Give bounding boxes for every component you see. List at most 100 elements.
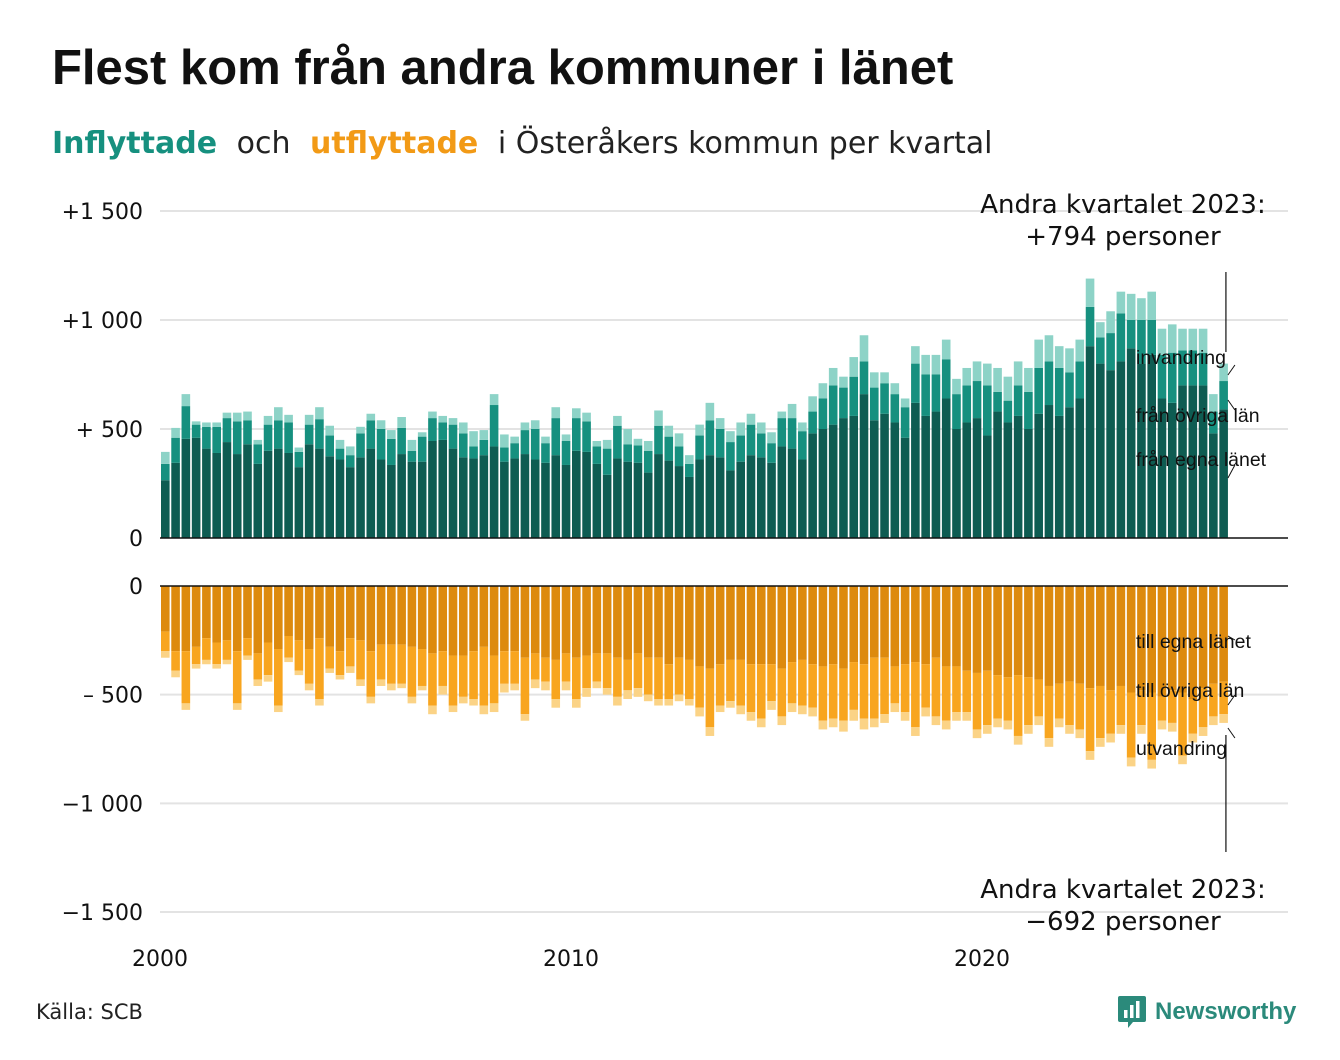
bar-in-other xyxy=(1116,313,1126,362)
bar-out-other xyxy=(1126,692,1136,758)
bar-in-abroad xyxy=(1003,376,1013,401)
bar-in-abroad xyxy=(520,422,530,431)
bar-in-own xyxy=(366,448,376,538)
bar-in-abroad xyxy=(1198,328,1208,353)
bar-in-other xyxy=(294,451,304,468)
bar-out-abroad xyxy=(983,725,992,734)
bar-out-other xyxy=(839,668,848,721)
bar-in-other xyxy=(458,433,468,458)
bar-out-other xyxy=(366,651,376,697)
bar-out-abroad xyxy=(1126,757,1136,767)
bar-out-other xyxy=(1157,696,1167,721)
bar-in-abroad xyxy=(705,402,715,421)
bar-in-other xyxy=(345,455,355,468)
bar-in-other xyxy=(1085,306,1095,347)
bar-in-own xyxy=(993,411,1002,538)
bar-out-other xyxy=(222,640,232,660)
bar-in-other xyxy=(767,443,776,463)
bar-out-own xyxy=(232,586,242,652)
bar-in-own xyxy=(253,463,263,538)
bar-in-abroad xyxy=(643,440,653,451)
bar-out-other xyxy=(1044,685,1054,739)
bar-in-other xyxy=(972,381,982,419)
bar-out-other xyxy=(1075,683,1085,730)
bar-in-abroad xyxy=(500,434,509,448)
subtitle-rest: i Österåkers kommun per kvartal xyxy=(497,126,993,161)
bar-in-abroad xyxy=(1085,278,1095,307)
bar-out-other xyxy=(417,649,427,686)
bar-out-other xyxy=(1003,677,1013,721)
bar-out-other xyxy=(828,664,838,719)
bar-out-abroad xyxy=(736,705,745,715)
series-leader-out xyxy=(1227,635,1236,641)
bar-out-own xyxy=(983,586,992,671)
bar-out-other xyxy=(931,657,941,717)
bar-out-abroad xyxy=(520,714,530,721)
bar-in-own xyxy=(572,450,581,538)
subtitle-in-word: Inflyttade xyxy=(52,126,218,161)
bar-out-own xyxy=(1106,586,1115,691)
bar-in-own xyxy=(202,448,211,538)
bar-out-abroad xyxy=(931,716,941,726)
bar-out-other xyxy=(376,644,386,680)
bar-in-abroad xyxy=(161,451,170,464)
bar-in-other xyxy=(736,435,745,462)
bar-in-other xyxy=(890,394,900,423)
bar-in-other xyxy=(1137,320,1146,364)
bar-out-abroad xyxy=(808,707,817,717)
bar-in-own xyxy=(613,458,622,538)
bar-out-other xyxy=(387,644,396,684)
bar-in-abroad xyxy=(921,354,930,375)
bar-in-other xyxy=(1209,411,1218,434)
bar-in-other xyxy=(191,424,201,438)
bar-in-own xyxy=(715,457,725,538)
bar-out-own xyxy=(787,586,797,663)
bar-out-other xyxy=(1013,675,1023,736)
bar-in-own xyxy=(767,462,776,538)
bar-out-other xyxy=(304,649,314,684)
bar-in-other xyxy=(880,383,889,414)
bar-out-own xyxy=(315,586,324,639)
bar-out-abroad xyxy=(1219,714,1228,723)
bar-out-other xyxy=(469,651,478,700)
bar-in-own xyxy=(941,398,951,538)
bar-out-abroad xyxy=(921,707,930,717)
bar-in-other xyxy=(1013,385,1023,416)
bar-out-abroad xyxy=(726,701,735,708)
series-label-in: från övriga län xyxy=(1136,405,1260,427)
bar-out-other xyxy=(869,657,879,719)
bar-in-other xyxy=(489,405,499,447)
bar-in-other xyxy=(1178,350,1187,386)
bar-in-own xyxy=(510,458,519,538)
bar-out-own xyxy=(921,586,930,665)
bar-in-own xyxy=(890,422,900,538)
bar-in-abroad xyxy=(962,367,972,386)
bar-in-abroad xyxy=(345,446,355,456)
bar-in-own xyxy=(520,454,530,538)
bar-in-abroad xyxy=(849,357,859,377)
bar-in-abroad xyxy=(828,367,838,386)
bar-in-own xyxy=(1178,385,1187,538)
bar-in-own xyxy=(808,433,817,538)
bar-out-own xyxy=(890,586,900,667)
bar-out-own xyxy=(212,586,221,643)
bar-out-abroad xyxy=(767,701,776,710)
bar-in-other xyxy=(756,433,766,458)
bar-in-abroad xyxy=(479,430,489,440)
bar-out-own xyxy=(489,586,499,656)
bar-in-abroad xyxy=(1137,298,1146,320)
bar-out-abroad xyxy=(777,716,787,726)
bar-out-other xyxy=(356,640,365,680)
bar-in-other xyxy=(921,374,930,416)
bar-in-own xyxy=(972,418,982,538)
bar-in-abroad xyxy=(756,422,766,434)
bar-out-other xyxy=(1188,699,1198,734)
bar-in-abroad xyxy=(376,420,386,429)
bar-out-own xyxy=(1167,586,1177,691)
bar-in-abroad xyxy=(674,433,684,447)
bar-in-own xyxy=(294,467,304,538)
bar-out-abroad xyxy=(972,729,982,739)
bar-in-own xyxy=(756,457,766,538)
bar-in-abroad xyxy=(952,378,961,395)
bar-out-abroad xyxy=(356,679,365,686)
